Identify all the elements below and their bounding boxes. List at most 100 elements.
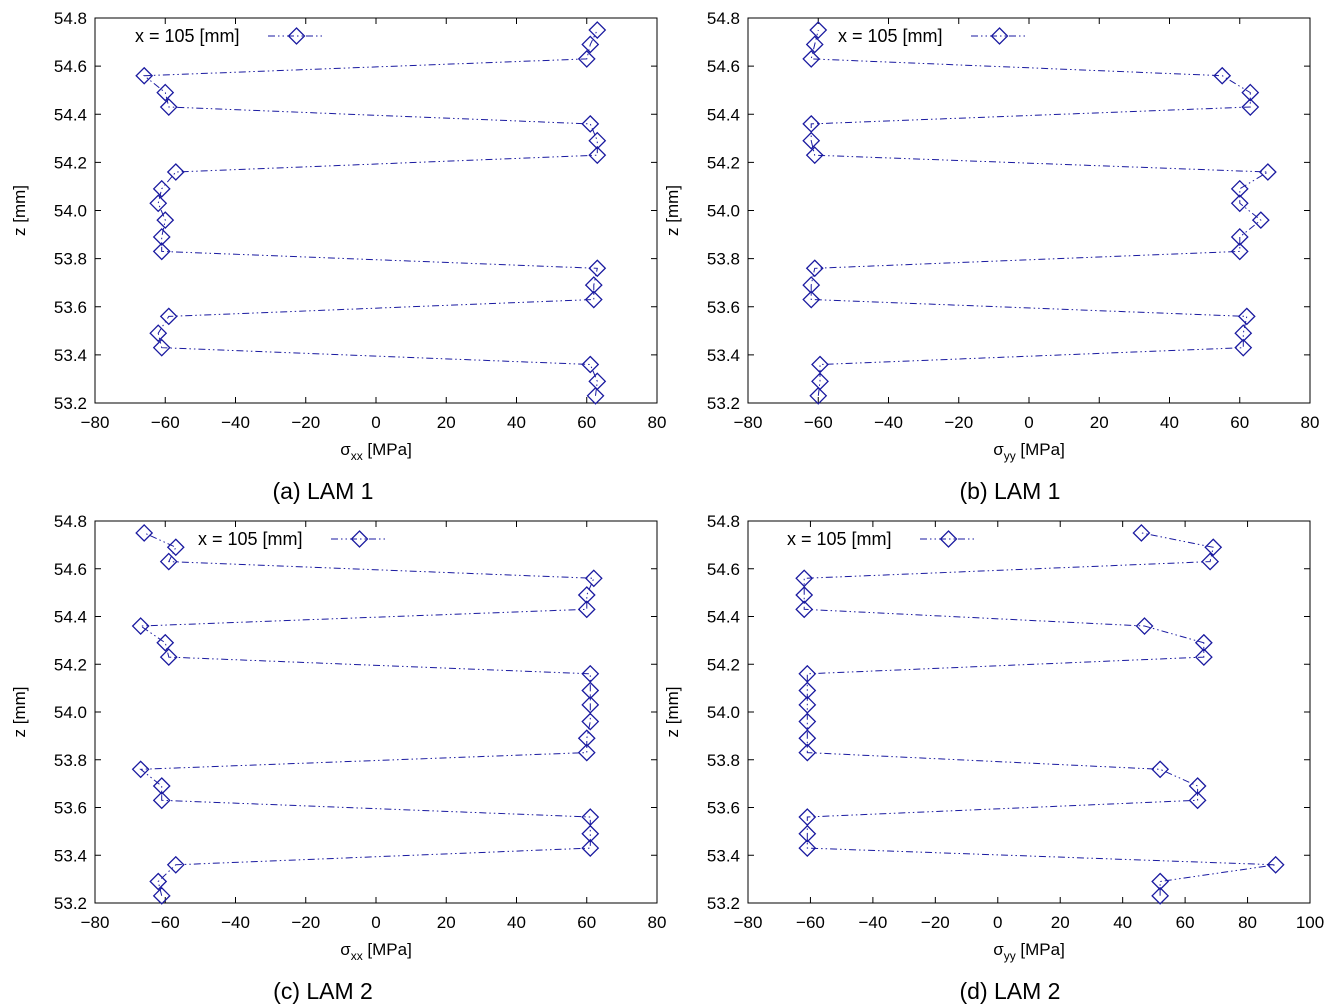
data-point-diamond <box>159 307 178 326</box>
x-tick-label: −60 <box>804 413 833 432</box>
data-point-diamond <box>159 98 178 116</box>
data-point-diamond <box>1194 633 1213 652</box>
x-axis-label-subscript: yy <box>1004 949 1016 963</box>
y-tick-label: 53.6 <box>707 799 740 818</box>
data-point-diamond <box>581 695 600 714</box>
data-point-diamond <box>1151 760 1170 779</box>
data-point-diamond <box>1230 242 1249 261</box>
legend-marker-diamond <box>287 27 306 45</box>
data-point-diamond <box>156 83 175 102</box>
data-point-diamond <box>588 372 607 391</box>
data-point-diamond <box>809 21 828 39</box>
x-tick-label: 40 <box>1160 413 1179 432</box>
data-point-diamond <box>1241 83 1260 102</box>
y-tick-label: 54.2 <box>707 153 740 172</box>
data-point-diamond <box>149 872 168 891</box>
y-tick-label: 53.6 <box>54 799 87 818</box>
data-point-diamond <box>798 743 817 762</box>
y-tick-label: 54.8 <box>707 512 740 531</box>
data-point-diamond <box>135 524 154 542</box>
data-point-diamond <box>577 729 596 748</box>
y-tick-label: 53.8 <box>54 751 87 770</box>
data-point-diamond <box>584 276 603 295</box>
data-point-diamond <box>1213 66 1232 85</box>
x-tick-label: 80 <box>648 413 667 432</box>
x-tick-label: 20 <box>437 913 456 932</box>
data-point-diamond <box>1230 179 1249 198</box>
y-tick-label: 53.6 <box>54 298 87 317</box>
y-tick-label: 54.4 <box>54 105 87 124</box>
data-point-diamond <box>156 633 175 652</box>
data-point-diamond <box>802 276 821 295</box>
chart-panel-2: −80 −60 −40 −20 0 20 40 60 80 53.2 53.4 53.6 53.8 54.… <box>663 9 1319 504</box>
y-tick-label: 54.0 <box>707 703 740 722</box>
x-axis-label: σxx [MPa] <box>340 440 412 463</box>
x-tick-label: 20 <box>1090 413 1109 432</box>
data-point-diamond <box>577 586 596 604</box>
series-line <box>803 532 1276 896</box>
y-tick-label: 54.4 <box>54 608 87 627</box>
data-point-diamond <box>131 760 150 779</box>
x-tick-label: 40 <box>507 913 526 932</box>
x-tick-label: −60 <box>796 913 825 932</box>
data-point-diamond <box>1234 324 1253 343</box>
x-tick-label: 0 <box>993 913 1002 932</box>
data-point-diamond <box>166 538 185 557</box>
legend-marker-diamond <box>350 530 369 548</box>
x-axis-label-symbol: σ <box>993 940 1004 959</box>
plot-frame <box>747 17 1311 404</box>
y-tick-label: 53.6 <box>707 298 740 317</box>
data-point-diamond <box>1237 307 1256 326</box>
x-axis-label-unit: [MPa] <box>363 440 412 459</box>
x-tick-label: 80 <box>1238 913 1257 932</box>
y-tick-label: 54.4 <box>707 608 740 627</box>
x-axis-label: σyy [MPa] <box>993 440 1065 463</box>
data-point-diamond <box>581 355 600 374</box>
data-point-diamond <box>581 681 600 700</box>
y-tick-label: 53.8 <box>707 751 740 770</box>
data-point-diamond <box>588 131 607 150</box>
x-tick-label: 0 <box>371 413 380 432</box>
data-point-diamond <box>581 824 600 843</box>
y-axis-label: z [mm] <box>10 687 29 738</box>
data-point-diamond <box>152 777 171 795</box>
legend-label: x = 105 [mm] <box>838 26 943 46</box>
data-point-diamond <box>152 886 171 905</box>
x-tick-label: −40 <box>221 413 250 432</box>
x-tick-label: −40 <box>221 913 250 932</box>
data-point-diamond <box>798 664 817 683</box>
data-point-diamond <box>577 743 596 762</box>
data-point-diamond <box>805 146 824 165</box>
data-point-diamond <box>135 66 154 85</box>
data-point-diamond <box>805 35 824 54</box>
data-point-diamond <box>577 600 596 619</box>
x-axis-label-subscript: yy <box>1004 449 1016 463</box>
data-point-diamond <box>584 290 603 309</box>
x-tick-label: −60 <box>151 413 180 432</box>
series-line <box>142 29 598 396</box>
data-point-diamond <box>1234 338 1253 357</box>
data-point-diamond <box>581 712 600 731</box>
chart-caption: (c) LAM 2 <box>273 978 373 1004</box>
data-point-diamond <box>586 386 605 405</box>
x-axis-label-unit: [MPa] <box>363 940 412 959</box>
data-point-diamond <box>811 355 829 374</box>
x-axis-label-unit: [MPa] <box>1016 440 1065 459</box>
chart-panel-1: −80 −60 −40 −20 0 20 40 60 80 53.2 53.4 53.6 53.8 54.… <box>10 9 666 504</box>
data-point-diamond <box>1151 872 1170 891</box>
legend-label: x = 105 [mm] <box>198 529 303 549</box>
legend-marker-diamond <box>939 530 958 548</box>
y-tick-label: 54.0 <box>707 202 740 221</box>
y-tick-label: 54.6 <box>707 57 740 76</box>
chart-panel-3: −80 −60 −40 −20 0 20 40 60 80 53.2 53.4 53.6 53.8 54.… <box>10 512 666 1004</box>
y-tick-label: 53.4 <box>54 346 87 365</box>
x-tick-label: 80 <box>648 913 667 932</box>
data-point-diamond <box>166 855 185 874</box>
y-axis-label: z [mm] <box>663 185 682 236</box>
data-point-diamond <box>166 163 185 181</box>
x-axis-label-subscript: xx <box>351 949 363 963</box>
x-tick-label: 60 <box>1230 413 1249 432</box>
x-tick-label: 20 <box>437 413 456 432</box>
y-tick-label: 53.2 <box>707 394 740 413</box>
legend-marker-diamond <box>990 27 1009 45</box>
